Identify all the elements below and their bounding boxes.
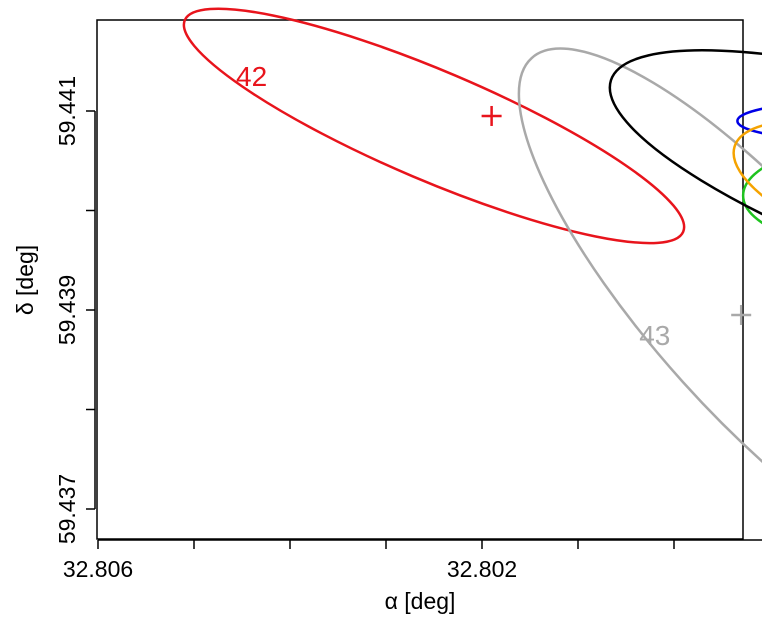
series-43: 43 [517, 47, 762, 577]
ellipse-47 [608, 49, 762, 359]
ellipse-45 [741, 167, 762, 225]
series-45: 45 [741, 167, 762, 225]
chart-marks: 42 43 38 454147 [182, 7, 762, 577]
series-38: 38 [736, 107, 762, 135]
plot-frame [96, 19, 744, 540]
series-42: 42 [182, 7, 686, 245]
ellipse-43 [517, 47, 762, 577]
y-tick-label: 59.437 [54, 474, 80, 544]
series-47: 47 [608, 49, 762, 359]
ellipse-41 [732, 119, 762, 278]
x-axis-label: α [deg] [385, 588, 456, 614]
x-tick-label: 32.806 [63, 556, 133, 582]
label-43: 43 [639, 320, 670, 351]
ellipse-42 [182, 7, 686, 245]
y-tick-label: 59.439 [54, 275, 80, 345]
label-42: 42 [236, 61, 267, 92]
y-axis-label: δ [deg] [12, 245, 38, 315]
y-tick-label: 59.441 [54, 76, 80, 146]
ellipse-38 [736, 107, 762, 135]
series-41: 41 [732, 119, 762, 278]
x-tick-label: 32.802 [447, 556, 517, 582]
axes: 32.80632.80232.79832.79459.43759.43959.4… [54, 76, 762, 582]
